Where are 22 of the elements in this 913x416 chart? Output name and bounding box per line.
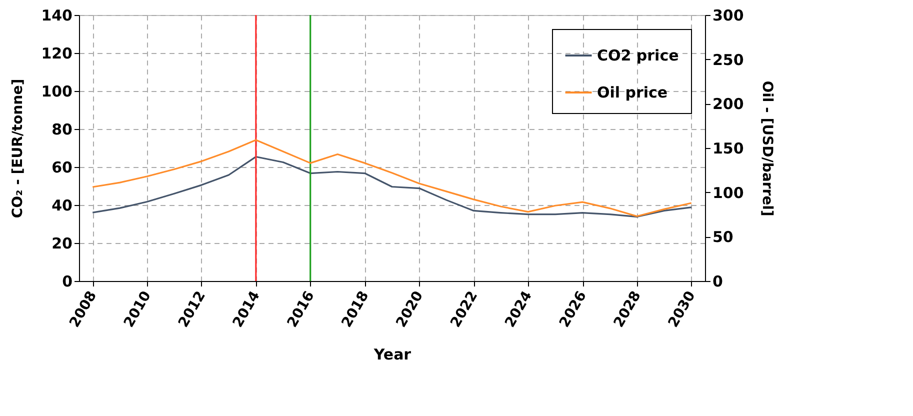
- line-series: [92, 156, 692, 218]
- legend-label: Oil price: [597, 84, 668, 102]
- y2-tick-label: 150: [712, 140, 744, 158]
- y-tick-label: 120: [41, 44, 72, 62]
- y-tick-label: 60: [52, 158, 72, 176]
- y-axis-title: CO₂ - [EUR/tonne]: [10, 78, 26, 218]
- y-tick-label: 0: [62, 272, 72, 290]
- x-axis-title: Year: [372, 346, 412, 364]
- y2-tick-label: 200: [712, 95, 744, 114]
- y-tick-label: 100: [41, 82, 72, 100]
- y2-axis-title: Oil - [USD/barrel]: [758, 80, 775, 216]
- y2-tick-label: 100: [712, 184, 744, 202]
- y-tick-label: 80: [52, 120, 72, 138]
- line-series: [92, 139, 692, 218]
- y-tick-label: 20: [52, 234, 72, 252]
- y2-tick-label: 300: [712, 6, 744, 24]
- y2-tick-label: 0: [712, 272, 723, 290]
- legend-label: CO2 price: [597, 46, 679, 64]
- y2-tick-label: 250: [712, 50, 744, 69]
- y-tick-label: 140: [41, 6, 72, 24]
- y-tick-label: 40: [52, 196, 72, 214]
- y2-tick-label: 50: [712, 228, 734, 246]
